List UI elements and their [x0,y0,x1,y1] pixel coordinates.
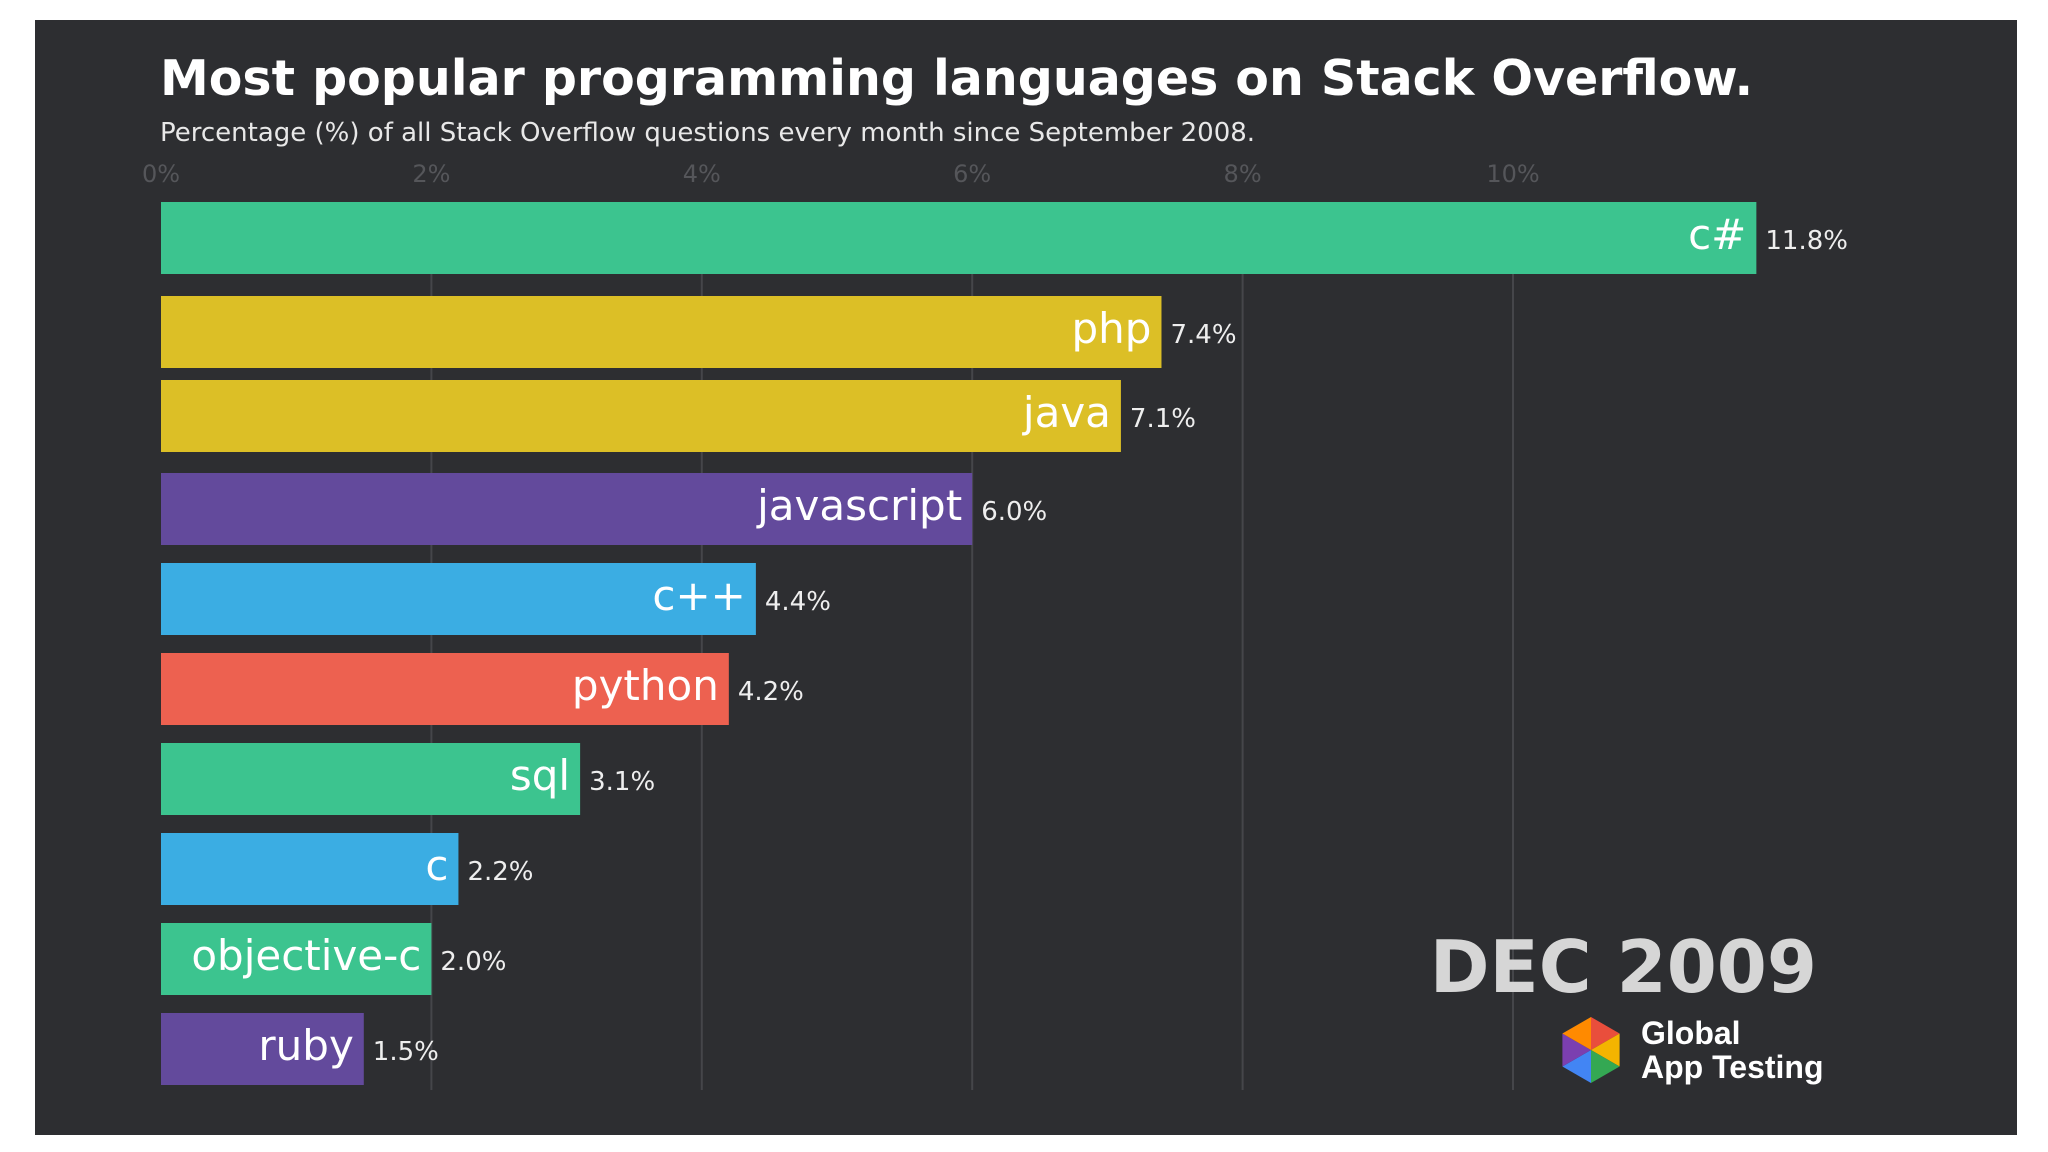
bar-value-label: 6.0% [981,497,1047,527]
x-tick-label: 10% [1486,160,1539,188]
bar-category-label: sql [510,751,570,800]
logo-segment [1562,1033,1591,1067]
logo-segment [1591,1033,1620,1067]
bar [161,202,1757,274]
bar-value-label: 2.2% [467,857,533,887]
bar-value-label: 1.5% [373,1037,439,1067]
brand-name-line-1: Global [1641,1015,1741,1051]
x-tick-label: 2% [412,160,450,188]
x-tick-label: 6% [953,160,991,188]
bar [161,563,756,635]
bar [161,833,459,905]
bar [161,923,432,995]
bar-value-label: 7.1% [1130,404,1196,434]
bar [161,653,729,725]
logo-segment [1591,1050,1620,1083]
bar-category-label: javascript [756,481,962,530]
x-tick-label: 0% [142,160,180,188]
chart-panel: Most popular programming languages on St… [35,20,2017,1135]
bar-category-label: python [572,661,719,710]
bar-value-label: 4.4% [765,587,831,617]
period-label: DEC 2009 [1429,925,1817,1009]
logo-segment [1591,1017,1620,1050]
brand-name-line-2: App Testing [1641,1049,1824,1085]
bar-value-label: 4.2% [738,677,804,707]
bar-value-label: 2.0% [440,947,506,977]
bar [161,473,973,545]
brand-logo: Global App Testing [1553,1015,1824,1085]
brand-name: Global App Testing [1641,1016,1824,1084]
bar-category-label: java [1022,388,1111,437]
logo-segment [1562,1017,1591,1050]
chart-subtitle: Percentage (%) of all Stack Overflow que… [160,118,1256,148]
bar-category-label: c++ [652,571,745,620]
bar [161,380,1121,452]
bar [161,296,1162,368]
bar [161,743,581,815]
logo-segment [1562,1050,1591,1083]
bar-value-label: 11.8% [1765,226,1848,256]
chart-title: Most popular programming languages on St… [160,50,1754,107]
global-app-testing-logo-icon [1562,1017,1620,1083]
bar-value-label: 3.1% [589,767,655,797]
x-tick-label: 8% [1224,160,1262,188]
bar-category-label: ruby [258,1021,353,1070]
bar-chart-plot: 0% 2% 4% 6% 8% 10% c# 11.8% php 7.4% java 7.1% javas… [142,160,1848,1090]
bar-category-label: php [1072,304,1152,353]
bar-category-label: c [425,841,448,890]
bar [161,1013,364,1085]
bar-category-label: c# [1688,210,1746,259]
bar-category-label: objective-c [191,931,421,980]
x-tick-label: 4% [683,160,721,188]
bar-value-label: 7.4% [1170,320,1236,350]
